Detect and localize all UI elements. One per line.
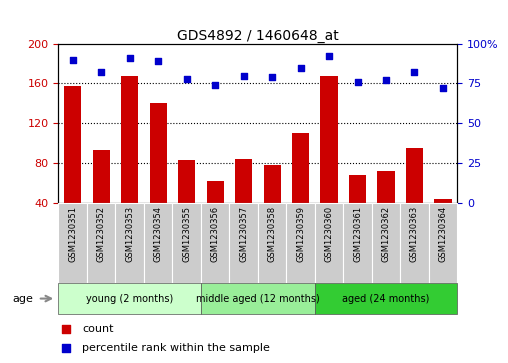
Text: GSM1230357: GSM1230357: [239, 206, 248, 262]
Bar: [87, 203, 115, 283]
Point: [297, 65, 305, 70]
Bar: [292, 133, 309, 203]
Point: [354, 79, 362, 85]
Point: [182, 76, 190, 82]
Text: GSM1230356: GSM1230356: [211, 206, 219, 262]
Bar: [321, 76, 337, 203]
Text: GSM1230354: GSM1230354: [153, 206, 163, 262]
Bar: [201, 203, 229, 283]
Text: count: count: [82, 324, 114, 334]
Point: [325, 53, 333, 59]
Point: [125, 55, 134, 61]
Text: GSM1230362: GSM1230362: [382, 206, 391, 262]
Text: GSM1230351: GSM1230351: [68, 206, 77, 262]
Bar: [264, 166, 280, 203]
Bar: [92, 150, 110, 203]
Bar: [58, 203, 87, 283]
Bar: [229, 203, 258, 283]
Text: young (2 months): young (2 months): [86, 294, 173, 303]
Point: [382, 77, 390, 83]
Text: GSM1230353: GSM1230353: [125, 206, 134, 262]
Point: [410, 69, 419, 75]
Text: GSM1230360: GSM1230360: [325, 206, 334, 262]
Bar: [178, 160, 195, 203]
Bar: [258, 203, 287, 283]
Bar: [400, 203, 429, 283]
Bar: [315, 283, 457, 314]
Bar: [343, 203, 372, 283]
Bar: [121, 76, 138, 203]
Text: GSM1230363: GSM1230363: [410, 206, 419, 262]
Bar: [315, 203, 343, 283]
Bar: [349, 175, 366, 203]
Text: GSM1230355: GSM1230355: [182, 206, 191, 262]
Point: [154, 58, 162, 64]
Bar: [58, 283, 201, 314]
Bar: [429, 203, 457, 283]
Text: GSM1230359: GSM1230359: [296, 206, 305, 262]
Point: [439, 85, 447, 91]
Bar: [434, 199, 452, 203]
Point: [62, 345, 71, 351]
Point: [62, 326, 71, 332]
Text: GSM1230352: GSM1230352: [97, 206, 106, 262]
Bar: [144, 203, 172, 283]
Text: GSM1230358: GSM1230358: [268, 206, 276, 262]
Bar: [201, 283, 315, 314]
Bar: [235, 159, 252, 203]
Point: [211, 82, 219, 88]
Text: age: age: [13, 294, 34, 303]
Text: GSM1230364: GSM1230364: [438, 206, 448, 262]
Bar: [287, 203, 315, 283]
Text: aged (24 months): aged (24 months): [342, 294, 430, 303]
Bar: [372, 203, 400, 283]
Bar: [172, 203, 201, 283]
Title: GDS4892 / 1460648_at: GDS4892 / 1460648_at: [177, 29, 339, 42]
Point: [97, 69, 105, 75]
Bar: [64, 86, 81, 203]
Text: percentile rank within the sample: percentile rank within the sample: [82, 343, 270, 353]
Point: [239, 73, 247, 78]
Bar: [115, 203, 144, 283]
Point: [69, 57, 77, 62]
Point: [268, 74, 276, 80]
Bar: [207, 181, 224, 203]
Bar: [149, 103, 167, 203]
Text: GSM1230361: GSM1230361: [353, 206, 362, 262]
Text: middle aged (12 months): middle aged (12 months): [196, 294, 320, 303]
Bar: [377, 171, 395, 203]
Bar: [406, 148, 423, 203]
